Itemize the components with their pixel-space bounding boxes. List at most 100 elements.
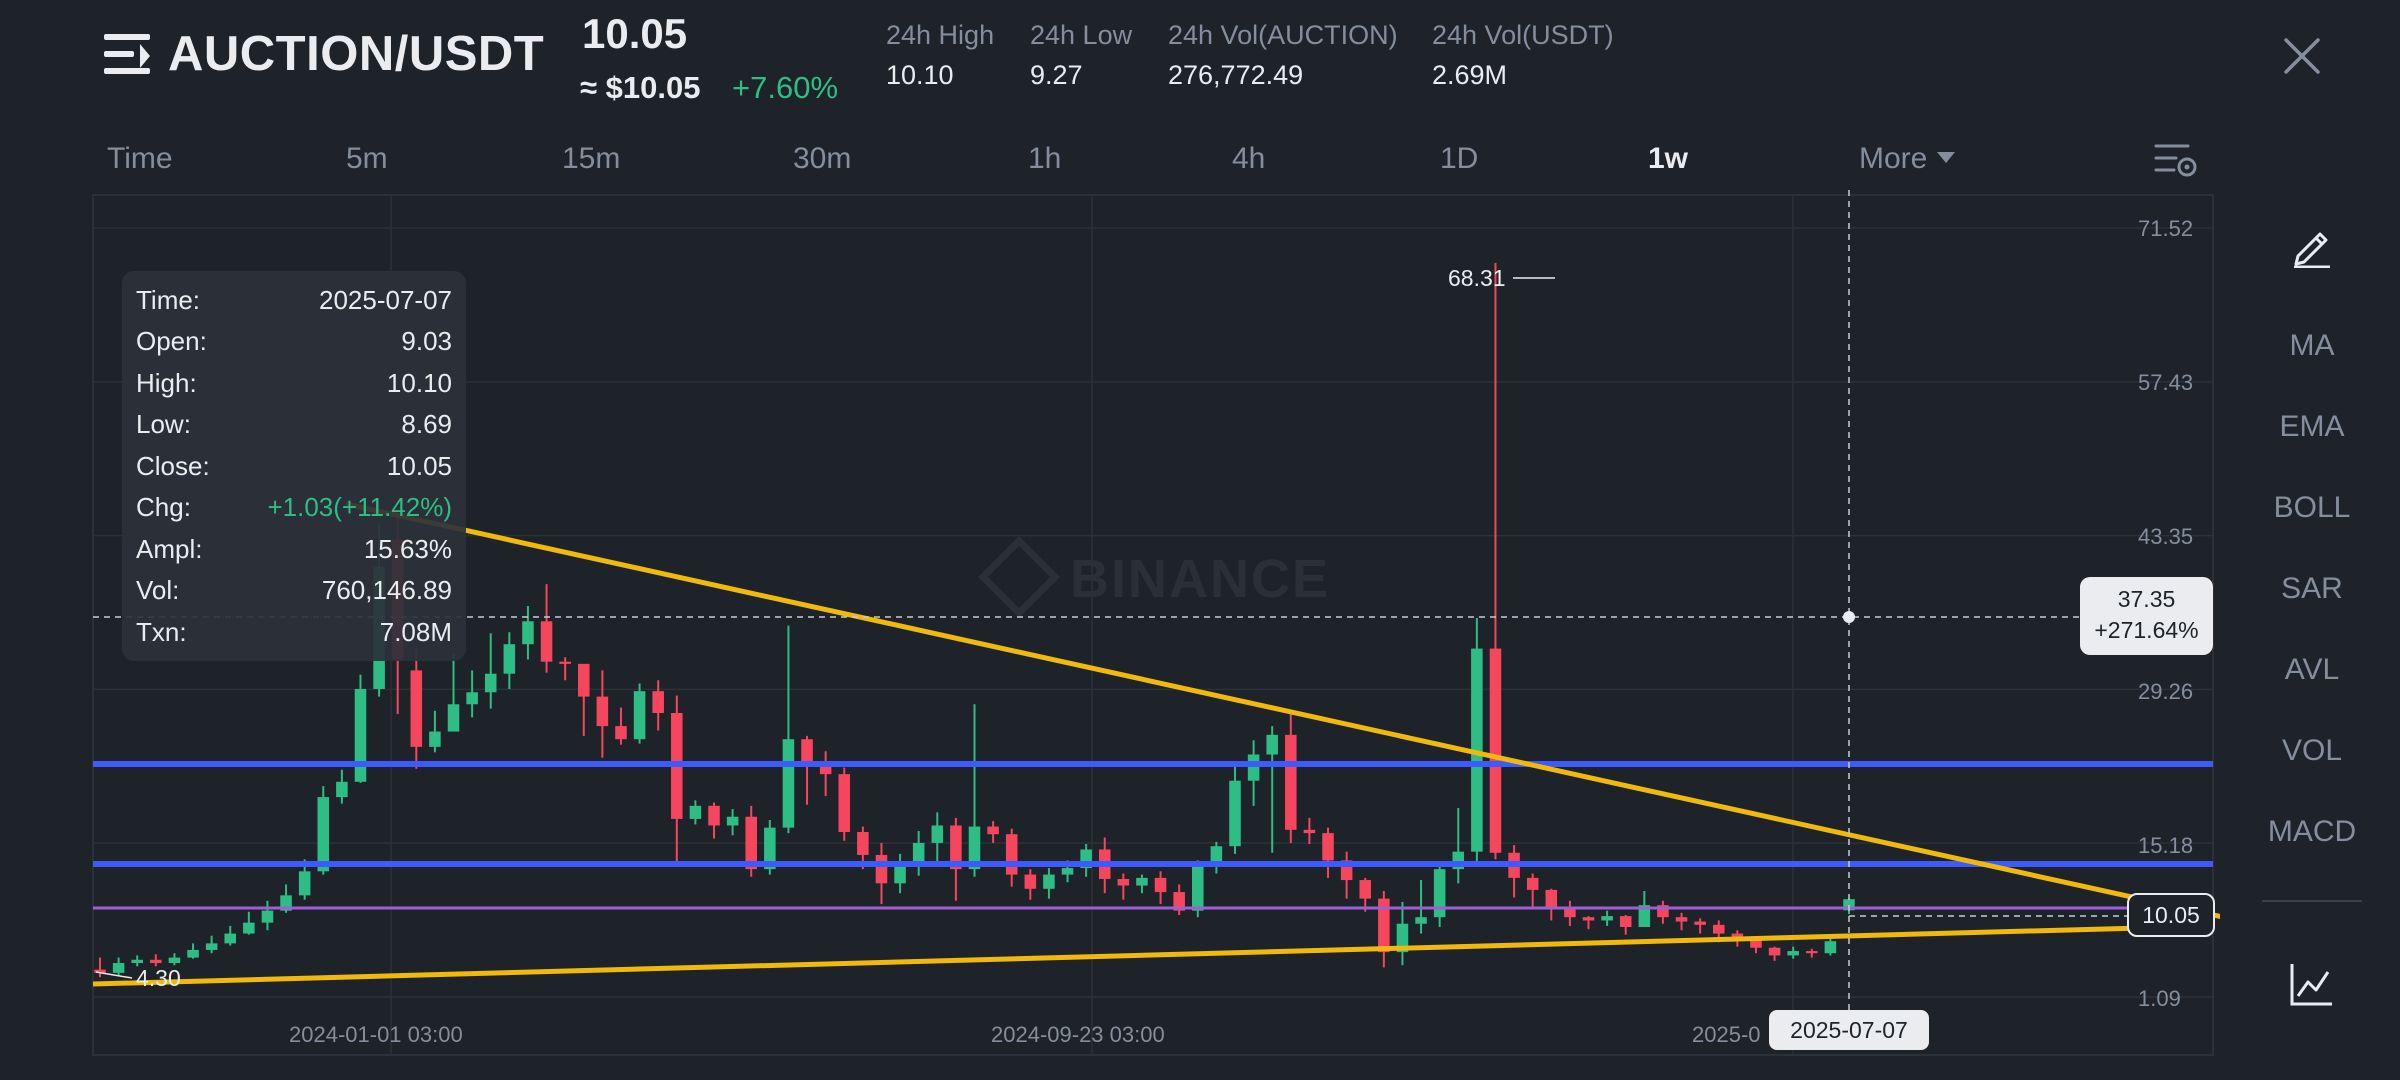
candle-body: [298, 871, 311, 896]
candle-body: [1768, 947, 1781, 956]
min-marker: 4.30: [95, 965, 181, 991]
tooltip-row: Ampl: 15.63%: [136, 534, 452, 564]
binance-watermark: BINANCE: [977, 535, 1330, 618]
crosshair-price-tag: 37.35 +271.64%: [2080, 577, 2213, 655]
tooltip-key: Txn:: [136, 617, 187, 647]
chart-line-icon[interactable]: [2290, 962, 2334, 1006]
candle-body: [1843, 899, 1855, 911]
interval-4h[interactable]: 4h: [1232, 142, 1266, 175]
x-tick: 2025-0: [1692, 1022, 1761, 1047]
candle-body: [261, 910, 274, 923]
candle-body: [187, 949, 199, 958]
chart-settings-icon[interactable]: [2154, 140, 2198, 180]
candle-body: [317, 797, 330, 872]
tooltip-row: Chg: +1.03(+11.42%): [136, 492, 452, 522]
interval-1w[interactable]: 1w: [1648, 142, 1689, 175]
candle-body: [745, 816, 757, 870]
indicator-avl[interactable]: AVL: [2284, 653, 2340, 686]
stat-vol-base-label: 24h Vol(AUCTION): [1168, 20, 1398, 50]
interval-1d[interactable]: 1D: [1440, 142, 1479, 175]
y-tick: 57.43: [2138, 370, 2194, 395]
candle-body: [280, 895, 292, 911]
max-marker: 68.31: [1448, 265, 1555, 291]
interval-time[interactable]: Time: [107, 142, 173, 175]
indicator-macd[interactable]: MACD: [2267, 815, 2357, 848]
candle-body: [1824, 941, 1837, 954]
candle-body: [1806, 951, 1818, 954]
candle-body: [633, 691, 646, 740]
candle-body: [596, 696, 609, 727]
price-change: +7.60%: [732, 70, 839, 105]
candle-body: [540, 621, 553, 662]
candle-body: [1657, 905, 1669, 918]
indicator-ema[interactable]: EMA: [2279, 410, 2345, 443]
candle-body: [1712, 924, 1725, 934]
tooltip-key: High:: [136, 368, 197, 398]
candle-body: [968, 826, 981, 870]
candle-body: [1396, 923, 1409, 953]
candle-body: [615, 726, 627, 740]
tooltip-row: Txn: 7.08M: [136, 617, 452, 647]
caret-down-icon: [1937, 151, 1956, 163]
candle-body: [522, 621, 534, 645]
close-icon[interactable]: [2282, 36, 2322, 76]
candle-body: [1303, 829, 1316, 834]
draw-pencil-icon[interactable]: [2290, 224, 2334, 268]
header: AUCTION/USDT 10.05 ≈ $10.05 +7.60% 24h H…: [0, 0, 2400, 130]
candle-body: [1787, 951, 1799, 956]
candle-body: [354, 688, 367, 782]
descending-trendline: [345, 501, 2220, 919]
x-tick: 2024-09-23 03:00: [991, 1022, 1165, 1047]
candle-body: [447, 704, 460, 732]
tooltip-value: 2025-07-07: [319, 285, 452, 315]
candle-body: [801, 739, 813, 765]
interval-30m[interactable]: 30m: [793, 142, 852, 175]
candle-body: [1415, 917, 1427, 924]
tooltip-row: High: 10.10: [136, 368, 452, 398]
stat-24h-low-value: 9.27: [1030, 60, 1083, 90]
candle-body: [689, 805, 702, 819]
y-tick: 1.09: [2138, 986, 2181, 1011]
interval-more-label: More: [1859, 142, 1928, 175]
candle-body: [1359, 880, 1372, 899]
candle-body: [1005, 834, 1018, 875]
candle-body: [1433, 869, 1446, 918]
tooltip-row: Low: 8.69: [136, 409, 452, 439]
interval-15m[interactable]: 15m: [562, 142, 621, 175]
candle-body: [764, 827, 776, 870]
y-tick: 15.18: [2138, 833, 2194, 858]
interval-5m[interactable]: 5m: [346, 142, 388, 175]
indicator-sar[interactable]: SAR: [2281, 572, 2343, 605]
interval-1h[interactable]: 1h: [1028, 142, 1062, 175]
interval-more[interactable]: More: [1859, 142, 1956, 176]
ohlc-tooltip: Time: 2025-07-07 Open: 9.03 High: 10.10 Low…: [122, 271, 466, 661]
indicator-boll[interactable]: BOLL: [2273, 491, 2351, 524]
tooltip-value: 15.63%: [363, 534, 452, 564]
indicator-vol[interactable]: VOL: [2281, 734, 2343, 767]
candle-body: [1229, 780, 1241, 847]
y-tick: 29.26: [2138, 679, 2194, 704]
tooltip-row: Time: 2025-07-07: [136, 285, 452, 315]
candle-body: [1247, 754, 1260, 781]
last-price-tag: 10.05: [2127, 893, 2215, 937]
candle-body: [559, 661, 571, 664]
pair-title[interactable]: AUCTION/USDT: [168, 27, 545, 81]
candle-body: [1452, 851, 1465, 870]
ascending-trendline: [92, 923, 2214, 987]
stat-24h-high-value: 10.10: [886, 60, 954, 90]
candle-body: [875, 854, 888, 884]
candle-body: [1526, 877, 1539, 890]
candle-body: [1471, 648, 1483, 852]
candle-body: [1061, 868, 1074, 875]
crosshair-pct: +271.64%: [2094, 617, 2199, 643]
candle-body: [708, 805, 720, 826]
candle-body: [1378, 898, 1390, 953]
candlestick-chart[interactable]: 68.31 4.30: [0, 190, 2220, 1060]
indicator-ma[interactable]: MA: [2289, 329, 2335, 362]
tooltip-value: 9.03: [401, 326, 452, 356]
menu-icon[interactable]: [104, 34, 150, 76]
stat-24h-low-label: 24h Low: [1030, 20, 1133, 50]
candle-body: [950, 825, 962, 870]
candle-body: [243, 922, 255, 934]
candle-body: [94, 969, 106, 973]
